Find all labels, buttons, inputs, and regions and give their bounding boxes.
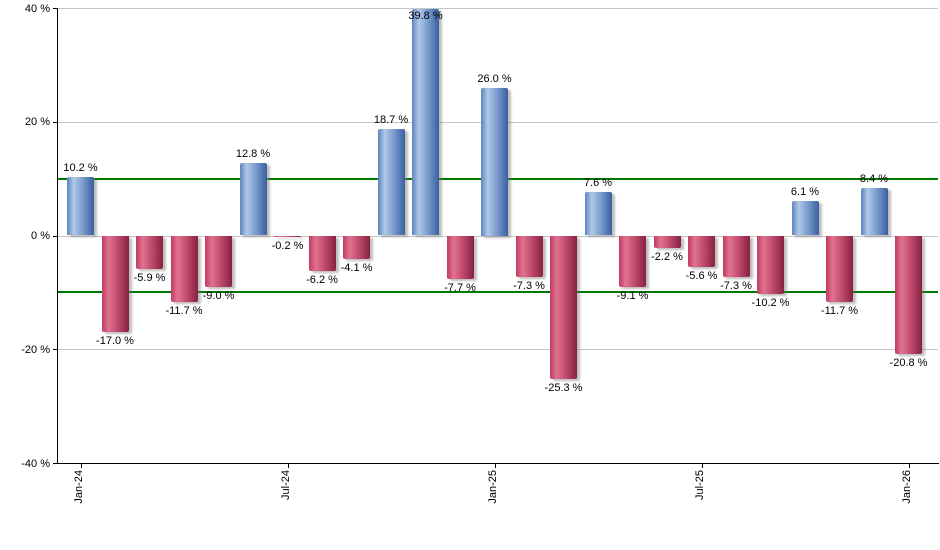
bar bbox=[377, 129, 405, 236]
bar-value-label: -4.1 % bbox=[340, 261, 373, 274]
bar-value-label: -17.0 % bbox=[96, 335, 134, 348]
bar-value-label: 12.8 % bbox=[235, 147, 271, 160]
bar bbox=[274, 235, 301, 237]
bar bbox=[826, 235, 853, 303]
bar bbox=[481, 87, 508, 236]
bar-value-label: 8.4 % bbox=[859, 172, 889, 185]
bar-value-label: -20.8 % bbox=[889, 356, 928, 369]
bar-value-label: 7.6 % bbox=[583, 177, 613, 190]
x-axis-tick-label: Jul-24 bbox=[279, 470, 292, 500]
x-axis-tick bbox=[494, 464, 496, 468]
bar bbox=[757, 235, 784, 294]
bar-value-label: -7.3 % bbox=[513, 280, 545, 293]
bar bbox=[860, 187, 888, 236]
bar bbox=[170, 235, 198, 303]
bar-value-label: -7.3 % bbox=[720, 280, 752, 293]
bar bbox=[791, 200, 819, 236]
bar bbox=[446, 235, 474, 280]
bar bbox=[136, 235, 163, 270]
y-axis-line bbox=[57, 8, 58, 463]
bar bbox=[205, 235, 232, 287]
bar-value-label: -6.2 % bbox=[306, 273, 338, 286]
bar-value-label: -11.7 % bbox=[820, 305, 859, 318]
bar-value-label: -5.6 % bbox=[685, 270, 718, 283]
bar bbox=[584, 192, 612, 236]
y-axis-tick bbox=[53, 463, 57, 464]
x-axis-tick bbox=[908, 464, 910, 468]
y-axis-tick-label: 40 % bbox=[24, 2, 50, 15]
y-axis-tick-label: 0 % bbox=[31, 230, 50, 242]
bar-value-label: -10.2 % bbox=[751, 296, 790, 309]
x-axis-tick bbox=[287, 464, 289, 468]
gridline bbox=[57, 8, 938, 9]
x-axis-tick bbox=[701, 464, 703, 468]
x-axis-tick-label: Jul-25 bbox=[693, 470, 706, 500]
bar-value-label: -5.9 % bbox=[133, 272, 166, 285]
bar-value-label: -9.1 % bbox=[616, 290, 649, 303]
bar bbox=[67, 177, 94, 236]
bar bbox=[515, 235, 543, 278]
bar-value-label: 10.2 % bbox=[63, 162, 98, 175]
x-axis-tick-label: Jan-26 bbox=[900, 470, 913, 504]
x-axis-tick-label: Jan-24 bbox=[72, 470, 85, 504]
bar-value-label: 39.8 % bbox=[408, 10, 443, 23]
y-axis-tick-label: 20 % bbox=[24, 116, 50, 129]
bar-value-label: -11.7 % bbox=[165, 305, 203, 318]
bar bbox=[239, 162, 267, 236]
bar bbox=[550, 235, 577, 380]
bar bbox=[308, 235, 336, 271]
bar-value-label: 18.7 % bbox=[373, 114, 409, 127]
bar-value-label: -2.2 % bbox=[651, 251, 683, 263]
bar-value-label: -9.0 % bbox=[202, 289, 235, 302]
bar-value-label: 26.0 % bbox=[477, 72, 512, 85]
y-axis-tick-label: -20 % bbox=[21, 343, 50, 356]
x-axis-line bbox=[57, 463, 939, 464]
x-axis-tick-label: Jan-25 bbox=[486, 470, 499, 504]
y-axis-tick-label: -40 % bbox=[21, 457, 50, 470]
bar bbox=[688, 235, 715, 268]
bar bbox=[653, 235, 681, 248]
bar bbox=[722, 235, 750, 278]
bar bbox=[343, 235, 370, 259]
bar-value-label: 6.1 % bbox=[790, 185, 820, 198]
bar-value-label: -0.2 % bbox=[271, 239, 304, 252]
y-axis-tick bbox=[53, 235, 57, 237]
threshold-line bbox=[57, 291, 938, 294]
bar-value-label: -25.3 % bbox=[544, 382, 583, 395]
y-axis-tick bbox=[53, 349, 57, 351]
y-axis-tick bbox=[53, 8, 57, 9]
bar-value-label: -7.7 % bbox=[444, 282, 476, 295]
bar bbox=[412, 9, 439, 236]
bar bbox=[895, 235, 922, 354]
gridline bbox=[57, 235, 938, 237]
bar bbox=[101, 235, 129, 333]
y-axis-tick bbox=[53, 121, 57, 123]
gridline bbox=[57, 349, 938, 351]
bar bbox=[619, 235, 646, 288]
x-axis-tick bbox=[80, 464, 82, 468]
